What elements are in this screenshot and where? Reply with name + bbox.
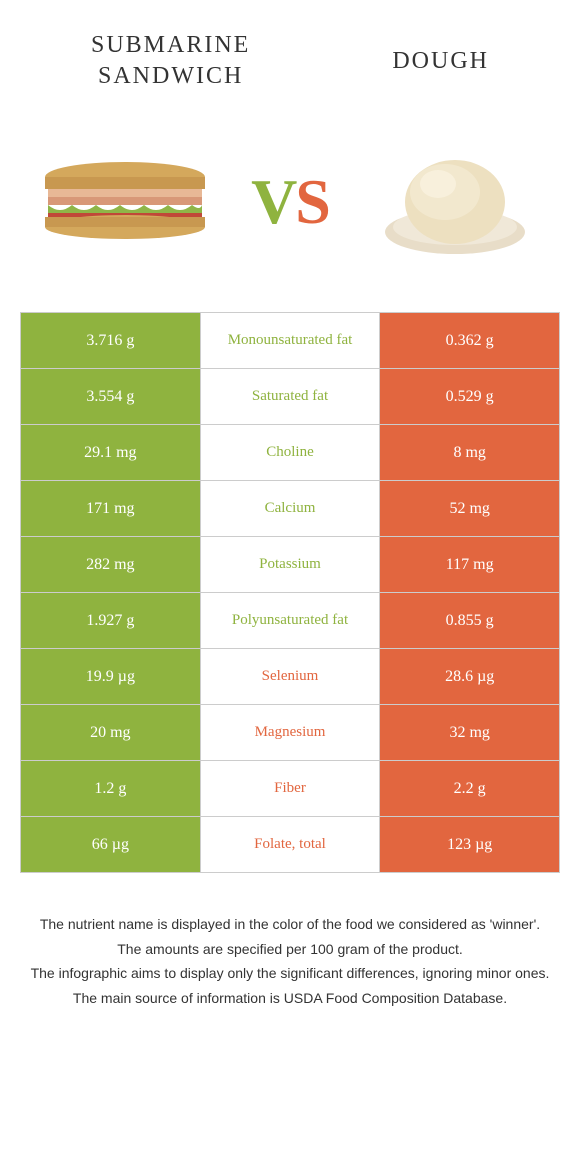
right-value-cell: 123 µg — [380, 817, 560, 873]
vs-v-letter: V — [251, 166, 295, 237]
table-row: 1.927 gPolyunsaturated fat0.855 g — [21, 593, 560, 649]
sandwich-icon — [40, 157, 210, 247]
left-value-cell: 282 mg — [21, 537, 201, 593]
nutrient-label-cell: Saturated fat — [201, 369, 381, 425]
left-value-cell: 3.716 g — [21, 313, 201, 369]
vs-s-letter: S — [295, 166, 329, 237]
table-row: 282 mgPotassium117 mg — [21, 537, 560, 593]
nutrient-table: 3.716 gMonounsaturated fat0.362 g3.554 g… — [20, 312, 560, 873]
right-value-cell: 52 mg — [380, 481, 560, 537]
left-value-cell: 1.2 g — [21, 761, 201, 817]
left-value-cell: 20 mg — [21, 705, 201, 761]
nutrient-label-cell: Calcium — [201, 481, 381, 537]
right-value-cell: 0.529 g — [380, 369, 560, 425]
nutrient-label-cell: Polyunsaturated fat — [201, 593, 381, 649]
nutrient-label-cell: Choline — [201, 425, 381, 481]
nutrient-label-cell: Potassium — [201, 537, 381, 593]
nutrient-label-cell: Folate, total — [201, 817, 381, 873]
right-value-cell: 28.6 µg — [380, 649, 560, 705]
right-value-cell: 117 mg — [380, 537, 560, 593]
right-value-cell: 0.362 g — [380, 313, 560, 369]
footer-line-4: The main source of information is USDA F… — [30, 987, 550, 1009]
images-row: VS — [0, 112, 580, 312]
left-value-cell: 1.927 g — [21, 593, 201, 649]
nutrient-label-cell: Magnesium — [201, 705, 381, 761]
right-value-cell: 2.2 g — [380, 761, 560, 817]
left-value-cell: 3.554 g — [21, 369, 201, 425]
dough-image — [370, 142, 540, 262]
table-row: 171 mgCalcium52 mg — [21, 481, 560, 537]
left-value-cell: 19.9 µg — [21, 649, 201, 705]
nutrient-label-cell: Monounsaturated fat — [201, 313, 381, 369]
left-title-line1: SUBMARINE — [91, 32, 250, 58]
footer-notes: The nutrient name is displayed in the co… — [0, 873, 580, 1031]
footer-line-1: The nutrient name is displayed in the co… — [30, 913, 550, 935]
table-row: 3.716 gMonounsaturated fat0.362 g — [21, 313, 560, 369]
table-row: 19.9 µgSelenium28.6 µg — [21, 649, 560, 705]
table-row: 1.2 gFiber2.2 g — [21, 761, 560, 817]
left-value-cell: 66 µg — [21, 817, 201, 873]
right-value-cell: 0.855 g — [380, 593, 560, 649]
nutrient-label-cell: Fiber — [201, 761, 381, 817]
nutrient-label-cell: Selenium — [201, 649, 381, 705]
right-food-title: DOUGH — [392, 46, 489, 77]
dough-icon — [380, 142, 530, 262]
sandwich-image — [40, 142, 210, 262]
header-titles: SUBMARINE SANDWICH DOUGH — [0, 0, 580, 112]
table-row: 20 mgMagnesium32 mg — [21, 705, 560, 761]
left-title-line2: SANDWICH — [98, 63, 243, 89]
vs-label: VS — [251, 165, 329, 239]
right-value-cell: 32 mg — [380, 705, 560, 761]
footer-line-2: The amounts are specified per 100 gram o… — [30, 938, 550, 960]
table-row: 66 µgFolate, total123 µg — [21, 817, 560, 873]
table-row: 29.1 mgCholine8 mg — [21, 425, 560, 481]
left-value-cell: 29.1 mg — [21, 425, 201, 481]
left-value-cell: 171 mg — [21, 481, 201, 537]
right-value-cell: 8 mg — [380, 425, 560, 481]
table-row: 3.554 gSaturated fat0.529 g — [21, 369, 560, 425]
left-food-title: SUBMARINE SANDWICH — [91, 30, 250, 92]
footer-line-3: The infographic aims to display only the… — [30, 962, 550, 984]
